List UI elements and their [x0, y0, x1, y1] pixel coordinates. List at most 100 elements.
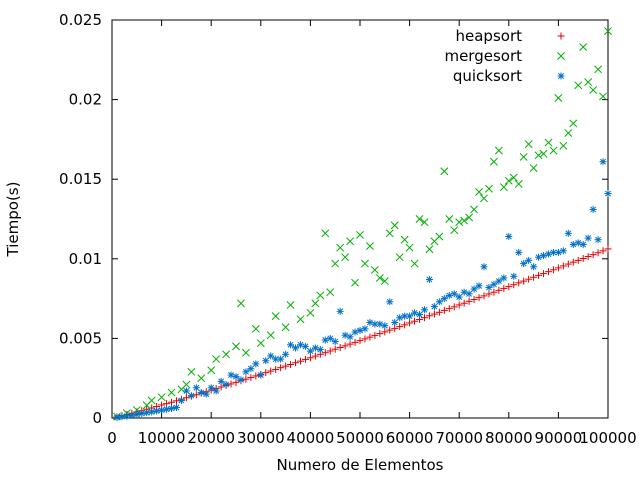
data-point: [505, 283, 513, 291]
data-point: [574, 256, 582, 264]
data-point: [296, 357, 304, 365]
data-point: [440, 167, 449, 176]
data-point: [535, 253, 543, 261]
data-point: [192, 384, 200, 392]
data-point: [589, 251, 597, 259]
x-tick-label: 30000: [237, 429, 285, 447]
legend-marker-quicksort: [557, 72, 565, 80]
data-point: [544, 250, 552, 258]
data-point: [499, 183, 508, 192]
data-point: [242, 368, 250, 376]
data-point: [549, 266, 557, 274]
data-point: [376, 320, 384, 328]
data-point: [336, 343, 344, 351]
data-point: [549, 146, 558, 155]
x-tick-label: 90000: [535, 429, 583, 447]
data-point: [420, 218, 429, 227]
data-point: [143, 409, 151, 417]
data-point: [252, 372, 260, 380]
data-point: [579, 254, 587, 262]
data-point: [281, 323, 290, 332]
data-point: [366, 318, 374, 326]
data-point: [232, 342, 240, 351]
plot-frame: [111, 19, 609, 419]
data-point: [500, 274, 508, 282]
data-point: [222, 350, 231, 359]
data-point: [361, 325, 369, 333]
y-tick-label: 0.02: [69, 91, 102, 109]
data-point: [168, 404, 176, 412]
data-point: [509, 173, 518, 182]
data-point: [589, 205, 597, 213]
data-point: [420, 314, 428, 322]
data-point: [540, 270, 548, 278]
data-point: [286, 301, 295, 309]
data-point: [401, 321, 409, 329]
data-point: [480, 263, 488, 271]
data-point: [376, 330, 384, 338]
data-point: [420, 306, 428, 314]
data-point: [520, 277, 528, 285]
data-point: [242, 375, 250, 383]
data-point: [485, 290, 493, 298]
data-point: [425, 245, 434, 254]
data-point: [282, 362, 290, 370]
data-point: [445, 215, 454, 223]
data-point: [559, 247, 567, 255]
data-point: [569, 258, 577, 266]
data-point: [574, 239, 582, 247]
data-point: [489, 157, 498, 166]
data-point: [306, 354, 314, 362]
data-point: [361, 335, 369, 343]
data-point: [227, 380, 235, 388]
data-point: [326, 288, 335, 297]
data-point: [579, 240, 587, 248]
data-point: [470, 285, 478, 293]
data-point: [158, 406, 166, 414]
data-point: [247, 374, 255, 382]
data-point: [440, 295, 448, 303]
data-point: [386, 326, 394, 334]
data-point: [460, 299, 468, 307]
data-point: [465, 213, 474, 222]
data-point: [217, 377, 225, 385]
data-point: [406, 312, 414, 320]
data-point: [485, 184, 493, 193]
data-point: [510, 281, 518, 289]
data-point: [515, 248, 523, 256]
data-point: [197, 374, 206, 383]
data-point: [256, 339, 265, 348]
data-point: [182, 387, 190, 395]
data-point: [212, 355, 221, 364]
x-tick-label: 0: [107, 429, 117, 447]
data-point: [257, 371, 265, 379]
data-point: [133, 410, 141, 418]
data-point: [241, 348, 250, 357]
data-point: [594, 236, 602, 244]
data-point: [128, 411, 136, 419]
data-point: [301, 342, 309, 350]
data-point: [301, 355, 309, 363]
data-point: [594, 249, 602, 257]
data-point: [287, 361, 295, 369]
data-point: [504, 176, 513, 185]
data-point: [475, 282, 483, 290]
data-point: [470, 296, 478, 304]
data-point: [266, 331, 275, 340]
data-point: [455, 293, 463, 301]
data-point: [480, 194, 488, 203]
data-point: [540, 252, 548, 260]
data-point: [341, 342, 349, 350]
data-point: [267, 352, 275, 360]
data-point: [455, 218, 464, 227]
data-point: [311, 299, 320, 308]
data-point: [321, 336, 329, 344]
data-point: [525, 275, 533, 283]
data-point: [539, 149, 548, 158]
data-point: [554, 248, 562, 256]
data-point: [311, 352, 319, 360]
data-point: [321, 349, 329, 357]
data-point: [415, 215, 424, 223]
data-point: [544, 138, 553, 147]
x-tick-label: 70000: [435, 429, 483, 447]
